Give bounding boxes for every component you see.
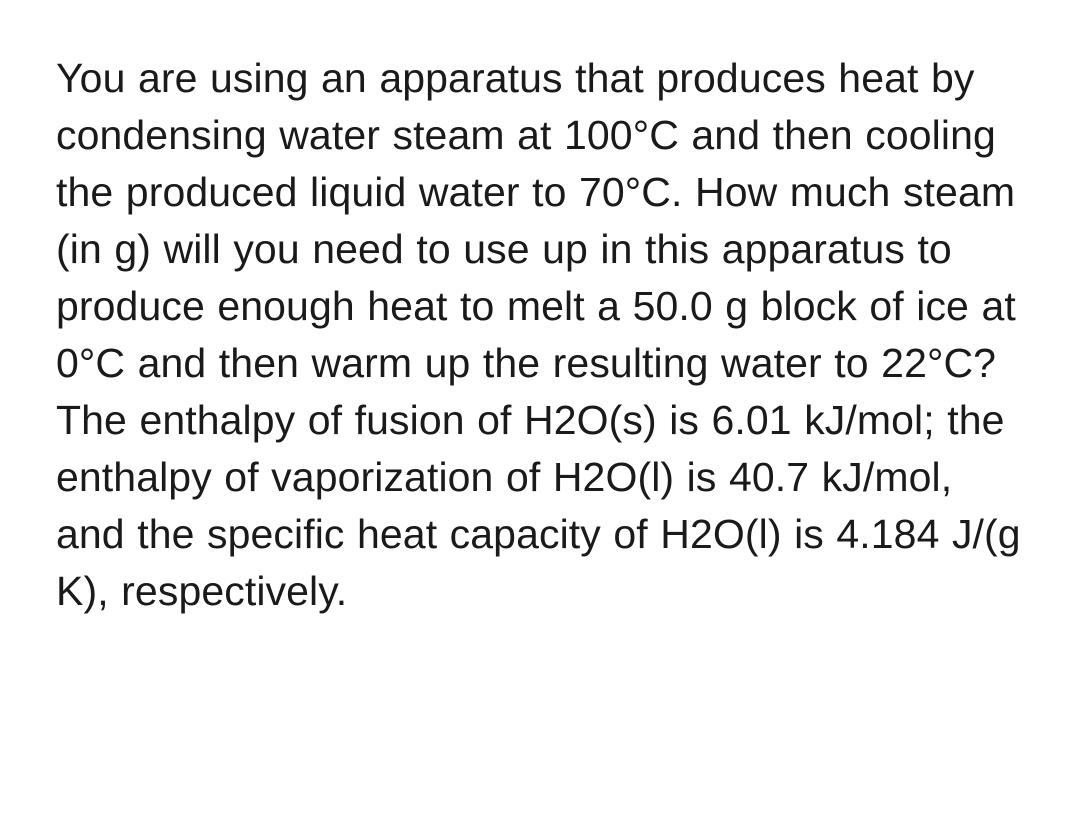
- document-page: You are using an apparatus that produces…: [0, 0, 1080, 814]
- problem-text: You are using an apparatus that produces…: [56, 50, 1024, 620]
